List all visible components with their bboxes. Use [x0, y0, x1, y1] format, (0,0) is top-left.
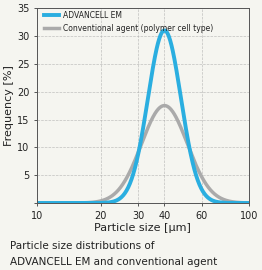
Text: Particle size distributions of: Particle size distributions of	[10, 241, 155, 251]
Y-axis label: Frequency [%]: Frequency [%]	[4, 65, 14, 146]
Legend: ADVANCELL EM, Conventional agent (polymer cell type): ADVANCELL EM, Conventional agent (polyme…	[41, 8, 216, 36]
Text: ADVANCELL EM and conventional agent: ADVANCELL EM and conventional agent	[10, 257, 218, 267]
X-axis label: Particle size [μm]: Particle size [μm]	[94, 224, 191, 234]
